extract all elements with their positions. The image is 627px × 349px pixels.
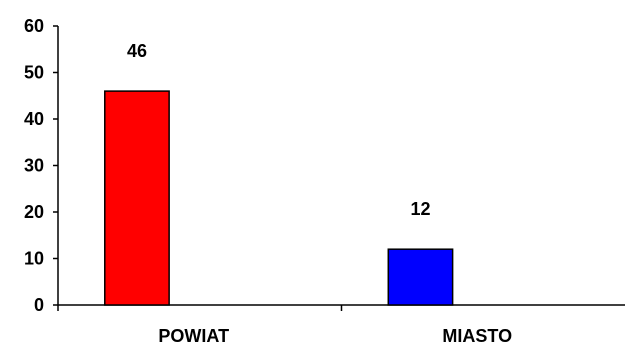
y-tick-label: 60 [24,16,44,36]
y-tick-label: 40 [24,109,44,129]
data-label-miasto: 12 [410,199,430,219]
category-label-miasto: MIASTO [442,326,512,346]
y-tick-label: 0 [34,295,44,315]
data-label-powiat: 46 [127,41,147,61]
chart-bars [104,90,454,306]
y-tick-label: 50 [24,63,44,83]
y-tick-label: 20 [24,202,44,222]
y-tick-label: 10 [24,249,44,269]
chart-labels: 46 POWIAT 12 MIASTO [127,41,512,346]
category-label-powiat: POWIAT [158,326,229,346]
y-tick-label: 30 [24,156,44,176]
bar-powiat [104,90,170,306]
bar-miasto [387,248,454,306]
